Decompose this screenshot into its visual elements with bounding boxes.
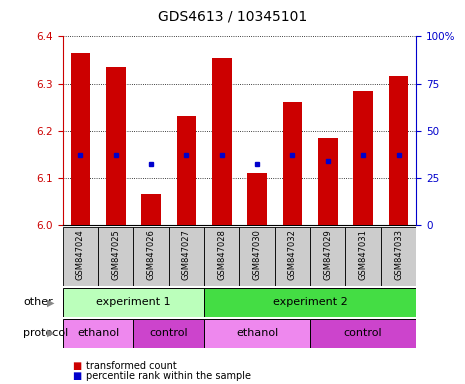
Text: transformed count: transformed count — [86, 361, 177, 371]
Text: ethanol: ethanol — [77, 328, 119, 338]
Text: other: other — [23, 297, 53, 308]
Text: GSM847031: GSM847031 — [359, 229, 368, 280]
Text: GSM847028: GSM847028 — [217, 229, 226, 280]
Text: ■: ■ — [72, 361, 81, 371]
Bar — [141, 194, 161, 225]
Bar — [71, 53, 90, 225]
Bar — [381, 227, 416, 286]
Bar — [177, 116, 196, 225]
Text: GSM847024: GSM847024 — [76, 229, 85, 280]
Bar — [204, 319, 310, 348]
Bar — [239, 227, 275, 286]
Bar — [345, 227, 381, 286]
Text: GDS4613 / 10345101: GDS4613 / 10345101 — [158, 10, 307, 23]
Bar — [204, 288, 416, 317]
Text: ethanol: ethanol — [236, 328, 278, 338]
Bar — [353, 91, 373, 225]
Bar — [63, 288, 204, 317]
Bar — [318, 137, 338, 225]
Bar — [275, 227, 310, 286]
Text: percentile rank within the sample: percentile rank within the sample — [86, 371, 251, 381]
Text: GSM847029: GSM847029 — [323, 229, 332, 280]
Bar — [310, 319, 416, 348]
Text: experiment 1: experiment 1 — [96, 297, 171, 308]
Text: ■: ■ — [72, 371, 81, 381]
Bar — [212, 58, 232, 225]
Bar — [63, 319, 133, 348]
Text: GSM847026: GSM847026 — [146, 229, 156, 280]
Text: protocol: protocol — [23, 328, 68, 338]
Bar — [204, 227, 239, 286]
Text: ▶: ▶ — [47, 297, 55, 308]
Bar — [389, 76, 408, 225]
Bar — [63, 227, 98, 286]
Bar — [169, 227, 204, 286]
Bar — [106, 67, 126, 225]
Text: control: control — [344, 328, 383, 338]
Bar — [310, 227, 345, 286]
Text: GSM847032: GSM847032 — [288, 229, 297, 280]
Bar — [133, 319, 204, 348]
Text: GSM847025: GSM847025 — [111, 229, 120, 280]
Bar — [247, 173, 267, 225]
Text: experiment 2: experiment 2 — [273, 297, 347, 308]
Text: GSM847027: GSM847027 — [182, 229, 191, 280]
Text: control: control — [149, 328, 188, 338]
Bar — [98, 227, 133, 286]
Bar — [133, 227, 169, 286]
Text: GSM847033: GSM847033 — [394, 229, 403, 280]
Bar — [283, 103, 302, 225]
Text: GSM847030: GSM847030 — [252, 229, 262, 280]
Text: ▶: ▶ — [47, 328, 55, 338]
